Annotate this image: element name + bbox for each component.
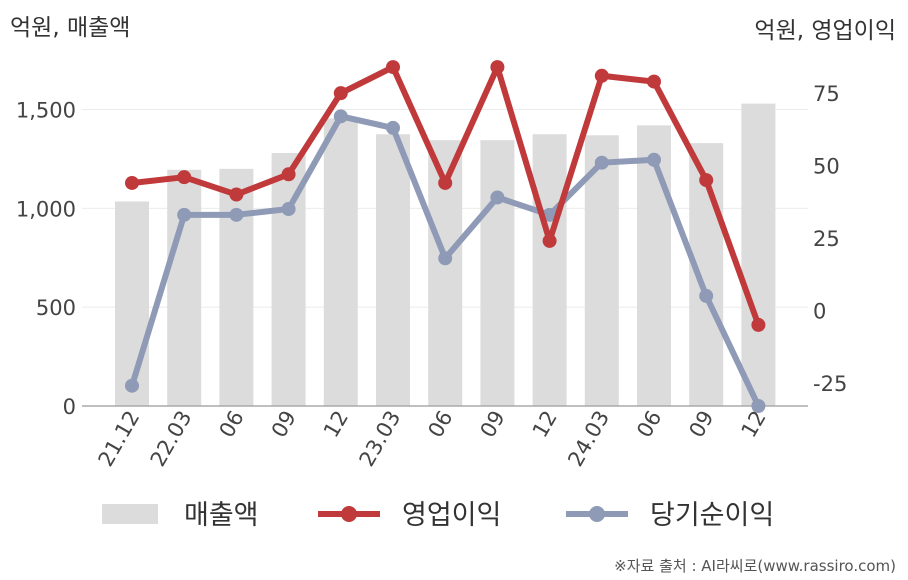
net-income-point [438, 251, 453, 266]
x-tick-label: 06 [423, 407, 457, 442]
net-income-point [542, 207, 557, 222]
net-income-point [386, 120, 400, 135]
right-tick-label: 25 [813, 227, 840, 251]
operating-profit-point [125, 175, 139, 190]
right-tick-label: -25 [813, 372, 847, 396]
revenue-bar [741, 103, 776, 406]
net-income-point [229, 207, 244, 222]
operating-profit-point [438, 175, 453, 190]
net-income-point [281, 202, 296, 217]
operating-profit-point [542, 233, 557, 248]
x-tick-label: 12 [737, 407, 771, 442]
net-income-point [333, 109, 348, 124]
operating-profit-point [177, 170, 192, 185]
operating-profit-point [333, 86, 348, 101]
legend-label-revenue: 매출액 [184, 500, 259, 531]
revenue-bar [637, 125, 671, 406]
legend-marker-net-income [589, 506, 605, 522]
revenue-bar [480, 140, 515, 406]
x-tick-label: 24.03 [563, 407, 614, 471]
x-axis-ticks: 21.12 22.03 06 09 12 23.03 06 09 12 24.03 06 09 12 [93, 407, 770, 471]
x-tick-label: 06 [632, 407, 666, 442]
legend-swatch-revenue [102, 504, 158, 524]
x-tick-label: 06 [215, 407, 249, 442]
revenue-bar [532, 134, 567, 406]
operating-profit-point [594, 68, 609, 83]
legend-label-net-income: 당기순이익 [650, 500, 774, 531]
profit-lines [125, 60, 766, 413]
x-tick-label: 23.03 [354, 407, 405, 471]
right-tick-label: 75 [813, 82, 840, 106]
revenue-bar [323, 118, 358, 407]
legend-label-operating-profit: 영업이익 [402, 500, 501, 531]
left-tick-label: 1,000 [16, 197, 76, 221]
operating-profit-point [699, 173, 714, 188]
right-axis-ticks: -25 0 25 50 75 [813, 82, 847, 396]
net-income-point [699, 288, 714, 303]
legend-marker-operating-profit [341, 506, 357, 522]
revenue-bar [376, 134, 410, 406]
operating-profit-point [647, 74, 661, 89]
revenue-bar [115, 201, 149, 406]
revenue-bars [115, 103, 776, 407]
revenue-bar [219, 168, 254, 406]
x-tick-label: 09 [476, 407, 510, 442]
legend: 매출액 영업이익 당기순이익 [102, 500, 774, 531]
source-note: ※자료 출처 : AI라씨로(www.rassiro.com) [614, 557, 896, 575]
right-tick-label: 50 [813, 155, 840, 179]
x-tick-label: 09 [267, 407, 301, 442]
net-income-point [594, 155, 609, 170]
net-income-point [125, 378, 139, 393]
net-income-point [177, 207, 192, 222]
right-tick-label: 0 [813, 299, 826, 323]
x-tick-label: 21.12 [93, 407, 144, 471]
operating-profit-point [229, 187, 244, 202]
operating-profit-point [751, 317, 766, 332]
left-tick-label: 500 [36, 296, 76, 320]
revenue-bar [584, 135, 619, 407]
left-axis-ticks: 0 500 1,000 1,500 [16, 99, 76, 419]
operating-profit-point [386, 60, 400, 75]
left-tick-label: 1,500 [16, 99, 76, 123]
left-tick-label: 0 [63, 395, 76, 419]
net-income-point [647, 152, 661, 167]
x-tick-label: 09 [684, 407, 718, 442]
x-tick-label: 22.03 [146, 407, 197, 471]
net-income-point [751, 399, 766, 413]
left-axis-unit: 억원, 매출액 [10, 15, 130, 41]
revenue-bar [271, 153, 306, 406]
revenue-bar [167, 169, 202, 406]
operating-profit-point [281, 167, 296, 182]
net-income-point [490, 190, 505, 205]
operating-profit-point [490, 60, 505, 75]
x-tick-label: 12 [528, 407, 562, 442]
x-tick-label: 12 [319, 407, 353, 442]
right-axis-unit: 억원, 영업이익 [754, 18, 896, 44]
